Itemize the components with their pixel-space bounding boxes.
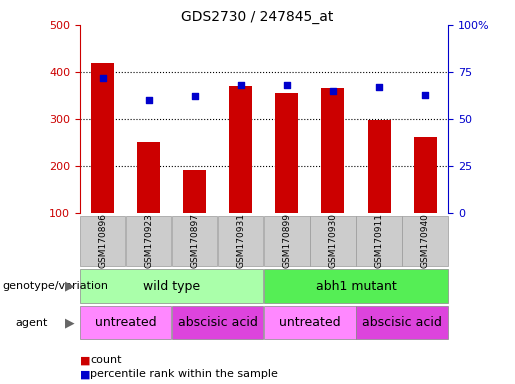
Bar xyxy=(356,215,402,266)
Bar xyxy=(368,119,390,213)
Bar xyxy=(403,215,448,266)
Text: untreated: untreated xyxy=(95,316,157,329)
Text: agent: agent xyxy=(15,318,48,328)
Bar xyxy=(264,306,355,339)
Bar xyxy=(264,215,310,266)
Text: abscisic acid: abscisic acid xyxy=(178,316,258,329)
Text: GSM170897: GSM170897 xyxy=(191,214,199,268)
Bar xyxy=(138,142,160,213)
Text: GDS2730 / 247845_at: GDS2730 / 247845_at xyxy=(181,10,334,23)
Point xyxy=(329,88,337,94)
Text: GSM170896: GSM170896 xyxy=(98,214,107,268)
Text: count: count xyxy=(90,355,122,365)
Text: GSM170931: GSM170931 xyxy=(236,214,246,268)
Bar xyxy=(80,306,171,339)
Text: GSM170911: GSM170911 xyxy=(374,214,384,268)
Text: GSM170899: GSM170899 xyxy=(282,214,291,268)
Point xyxy=(191,93,199,99)
Text: ▶: ▶ xyxy=(65,280,75,293)
Text: GSM170940: GSM170940 xyxy=(421,214,430,268)
Point xyxy=(145,97,153,103)
Text: abh1 mutant: abh1 mutant xyxy=(316,280,397,293)
Bar xyxy=(80,215,125,266)
Bar xyxy=(414,137,437,213)
Bar xyxy=(229,86,252,213)
Bar xyxy=(311,215,355,266)
Text: ■: ■ xyxy=(80,355,90,365)
Text: genotype/variation: genotype/variation xyxy=(3,281,109,291)
Text: untreated: untreated xyxy=(279,316,341,329)
Text: abscisic acid: abscisic acid xyxy=(362,316,442,329)
Bar xyxy=(126,215,171,266)
Text: ▶: ▶ xyxy=(65,316,75,329)
Text: percentile rank within the sample: percentile rank within the sample xyxy=(90,369,278,379)
Bar xyxy=(356,306,448,339)
Text: wild type: wild type xyxy=(143,280,200,293)
Bar xyxy=(264,270,448,303)
Bar xyxy=(91,63,114,213)
Point xyxy=(375,84,383,90)
Point xyxy=(99,74,107,81)
Text: GSM170923: GSM170923 xyxy=(144,214,153,268)
Bar xyxy=(80,270,264,303)
Bar xyxy=(321,88,345,213)
Text: ■: ■ xyxy=(80,369,90,379)
Bar xyxy=(173,306,264,339)
Bar xyxy=(218,215,264,266)
Point xyxy=(421,91,429,98)
Bar xyxy=(173,215,217,266)
Point xyxy=(237,82,245,88)
Bar xyxy=(183,170,207,213)
Point xyxy=(283,82,291,88)
Bar xyxy=(276,93,299,213)
Text: GSM170930: GSM170930 xyxy=(329,214,337,268)
